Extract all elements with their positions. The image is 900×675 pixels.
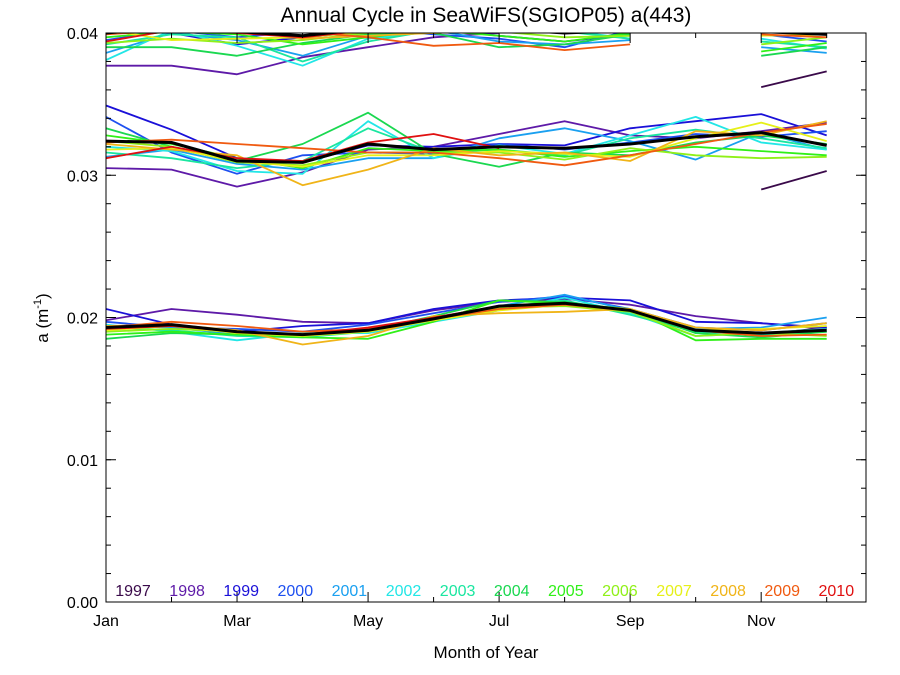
series-2008 (106, 29, 827, 346)
legend-entry-2005: 2005 (548, 583, 584, 600)
series-1998 (106, 33, 827, 330)
series-line (106, 33, 623, 49)
legend-entry-1998: 1998 (169, 583, 205, 600)
chart-title: Annual Cycle in SeaWiFS(SGIOP05) a(443) (281, 4, 692, 27)
series-line (761, 30, 827, 31)
series-2007 (106, 33, 827, 337)
legend-entry-2001: 2001 (332, 583, 368, 600)
legend-entry-2009: 2009 (764, 583, 800, 600)
series-line (760, 170, 827, 191)
series-2004 (106, 33, 827, 340)
series-2009 (106, 33, 827, 337)
legend-entry-2006: 2006 (602, 583, 638, 600)
series-2005 (106, 33, 827, 342)
series-2001 (106, 33, 827, 337)
legend-entry-2010: 2010 (819, 583, 855, 600)
series-line (761, 33, 827, 39)
series-line (760, 70, 827, 88)
legend-entry-2008: 2008 (710, 583, 746, 600)
series-2006 (106, 33, 827, 337)
x-tick-label: Sep (616, 613, 645, 630)
x-tick-label: May (353, 613, 383, 630)
series-line (118, 33, 455, 41)
legend-entry-1999: 1999 (223, 583, 259, 600)
series-line (761, 29, 827, 31)
x-tick-label: Mar (223, 613, 251, 630)
series-line (761, 46, 827, 54)
x-axis-label: Month of Year (434, 643, 539, 662)
legend-entry-1997: 1997 (115, 583, 151, 600)
y-tick-label: 0.03 (67, 168, 98, 185)
series-line (761, 42, 827, 53)
series-line (761, 36, 827, 46)
series-line (761, 46, 827, 57)
series-line (106, 301, 827, 337)
series-line (106, 298, 827, 330)
x-tick-label: Jul (489, 613, 509, 630)
x-tick-label: Nov (747, 613, 775, 630)
legend: 1997 1998 1999 2000 2001 2002 2003 2004 2005 2006… (115, 583, 854, 600)
axis-ticks: 0.00 0.01 0.02 0.03 0.04 Jan Mar May Jul Sep Nov (67, 26, 866, 630)
y-tick-label: 0.04 (67, 26, 98, 43)
series-line (106, 123, 827, 167)
series-2003 (106, 33, 827, 339)
series-line (106, 131, 827, 164)
y-tick-label: 0.00 (67, 595, 98, 612)
legend-entry-2007: 2007 (656, 583, 692, 600)
series-2010 (106, 33, 500, 336)
legend-entry-2004: 2004 (494, 583, 530, 600)
y-tick-label: 0.01 (67, 453, 98, 470)
series-1997 (760, 70, 827, 336)
plot-frame (105, 32, 867, 603)
plot-lines (106, 29, 827, 346)
legend-entry-2002: 2002 (386, 583, 422, 600)
series-2002 (106, 33, 827, 342)
legend-entry-2003: 2003 (440, 583, 476, 600)
legend-entry-2000: 2000 (278, 583, 314, 600)
series-line (106, 120, 827, 187)
y-tick-label: 0.02 (67, 311, 98, 328)
y-axis-label: a (m-1) (32, 293, 52, 342)
x-tick-label: Jan (93, 613, 119, 630)
